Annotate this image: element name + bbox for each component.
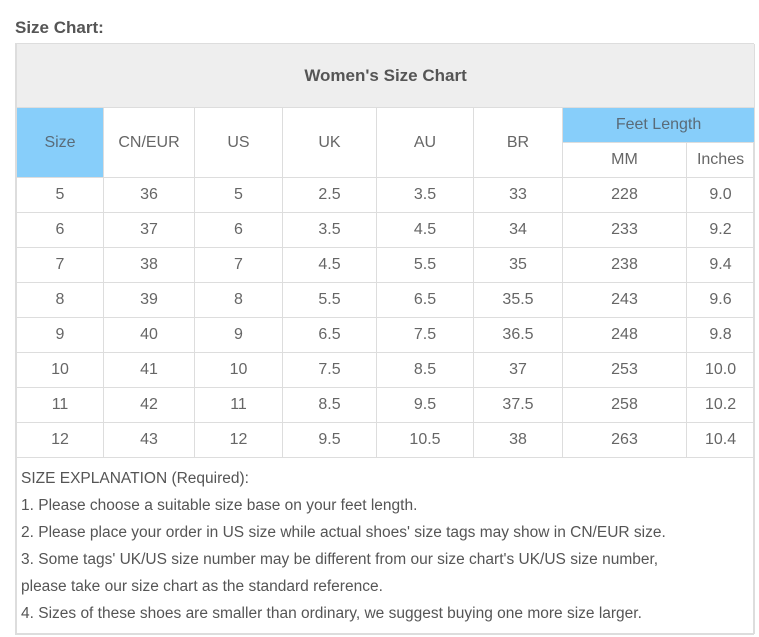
table-cell: 37 — [473, 352, 563, 388]
table-cell: 8.5 — [282, 387, 377, 423]
table-row: 10 41 10 7.5 8.5 37 253 10.0 — [16, 352, 756, 388]
table-cell: 6 — [16, 212, 104, 248]
table-cell: 233 — [562, 212, 687, 248]
table-cell: 33 — [473, 177, 563, 213]
table-cell: 9.2 — [685, 212, 756, 248]
table-cell: 6 — [194, 212, 283, 248]
explanation-line: please take our size chart as the standa… — [21, 578, 383, 595]
table-row: 12 43 12 9.5 10.5 38 263 10.4 — [16, 422, 756, 458]
table-cell: 36.5 — [473, 317, 563, 353]
header-inches: Inches — [685, 142, 756, 178]
table-cell: 2.5 — [282, 177, 377, 213]
table-cell: 228 — [562, 177, 687, 213]
table-cell: 5.5 — [282, 282, 377, 318]
header-feet-length: Feet Length — [561, 107, 756, 143]
table-cell: 9.6 — [685, 282, 756, 318]
table-row: 9 40 9 6.5 7.5 36.5 248 9.8 — [16, 317, 756, 353]
table-cell: 38 — [103, 247, 195, 283]
table-cell: 40 — [103, 317, 195, 353]
table-cell: 42 — [103, 387, 195, 423]
table-cell: 6.5 — [376, 282, 474, 318]
table-row: 8 39 8 5.5 6.5 35.5 243 9.6 — [16, 282, 756, 318]
table-cell: 9 — [194, 317, 283, 353]
table-cell: 243 — [562, 282, 687, 318]
table-cell: 36 — [103, 177, 195, 213]
table-cell: 263 — [562, 422, 687, 458]
table-cell: 4.5 — [376, 212, 474, 248]
size-chart-table: Women's Size Chart Size CN/EUR US UK AU … — [15, 43, 756, 635]
table-cell: 8 — [16, 282, 104, 318]
table-cell: 43 — [103, 422, 195, 458]
header-mm: MM — [562, 142, 687, 178]
table-cell: 11 — [194, 387, 283, 423]
table-cell: 3.5 — [282, 212, 377, 248]
table-cell: 38 — [473, 422, 563, 458]
table-cell: 7.5 — [282, 352, 377, 388]
explanation-line: SIZE EXPLANATION (Required): — [21, 470, 249, 487]
table-cell: 9.4 — [685, 247, 756, 283]
table-cell: 39 — [103, 282, 195, 318]
table-cell: 10.0 — [685, 352, 756, 388]
table-cell: 11 — [16, 387, 104, 423]
header-us: US — [194, 107, 283, 178]
table-cell: 238 — [562, 247, 687, 283]
table-cell: 10 — [194, 352, 283, 388]
table-cell: 12 — [16, 422, 104, 458]
table-cell: 9.5 — [282, 422, 377, 458]
table-cell: 37 — [103, 212, 195, 248]
table-cell: 5 — [194, 177, 283, 213]
table-cell: 10.2 — [685, 387, 756, 423]
table-cell: 258 — [562, 387, 687, 423]
table-cell: 9.8 — [685, 317, 756, 353]
table-cell: 3.5 — [376, 177, 474, 213]
table-title: Women's Size Chart — [15, 44, 756, 108]
table-cell: 7.5 — [376, 317, 474, 353]
table-cell: 5 — [16, 177, 104, 213]
size-chart-label: Size Chart: — [15, 18, 104, 37]
table-cell: 7 — [194, 247, 283, 283]
explanation-line: 1. Please choose a suitable size base on… — [21, 497, 418, 514]
table-cell: 5.5 — [376, 247, 474, 283]
table-cell: 12 — [194, 422, 283, 458]
table-row: 7 38 7 4.5 5.5 35 238 9.4 — [16, 247, 756, 283]
table-row: 5 36 5 2.5 3.5 33 228 9.0 — [16, 177, 756, 213]
table-cell: 9 — [16, 317, 104, 353]
table-cell: 4.5 — [282, 247, 377, 283]
table-row: 6 37 6 3.5 4.5 34 233 9.2 — [16, 212, 756, 248]
table-cell: 34 — [473, 212, 563, 248]
table-cell: 35.5 — [473, 282, 563, 318]
table-cell: 253 — [562, 352, 687, 388]
explanation-line: 2. Please place your order in US size wh… — [21, 524, 666, 541]
table-cell: 7 — [16, 247, 104, 283]
header-uk: UK — [282, 107, 377, 178]
table-cell: 41 — [103, 352, 195, 388]
table-cell: 248 — [562, 317, 687, 353]
table-cell: 35 — [473, 247, 563, 283]
table-cell: 9.5 — [376, 387, 474, 423]
table-cell: 37.5 — [473, 387, 563, 423]
header-size: Size — [16, 107, 104, 178]
table-cell: 9.0 — [685, 177, 756, 213]
table-cell: 8 — [194, 282, 283, 318]
explanation-line: 3. Some tags' UK/US size number may be d… — [21, 551, 659, 568]
table-cell: 8.5 — [376, 352, 474, 388]
table-cell: 10 — [16, 352, 104, 388]
header-cn-eur: CN/EUR — [103, 107, 195, 178]
header-au: AU — [376, 107, 474, 178]
header-br: BR — [473, 107, 563, 178]
size-explanation: SIZE EXPLANATION (Required): 1. Please c… — [15, 457, 756, 634]
table-row: 11 42 11 8.5 9.5 37.5 258 10.2 — [16, 387, 756, 423]
table-cell: 6.5 — [282, 317, 377, 353]
table-cell: 10.5 — [376, 422, 474, 458]
table-cell: 10.4 — [685, 422, 756, 458]
explanation-line: 4. Sizes of these shoes are smaller than… — [21, 605, 642, 622]
